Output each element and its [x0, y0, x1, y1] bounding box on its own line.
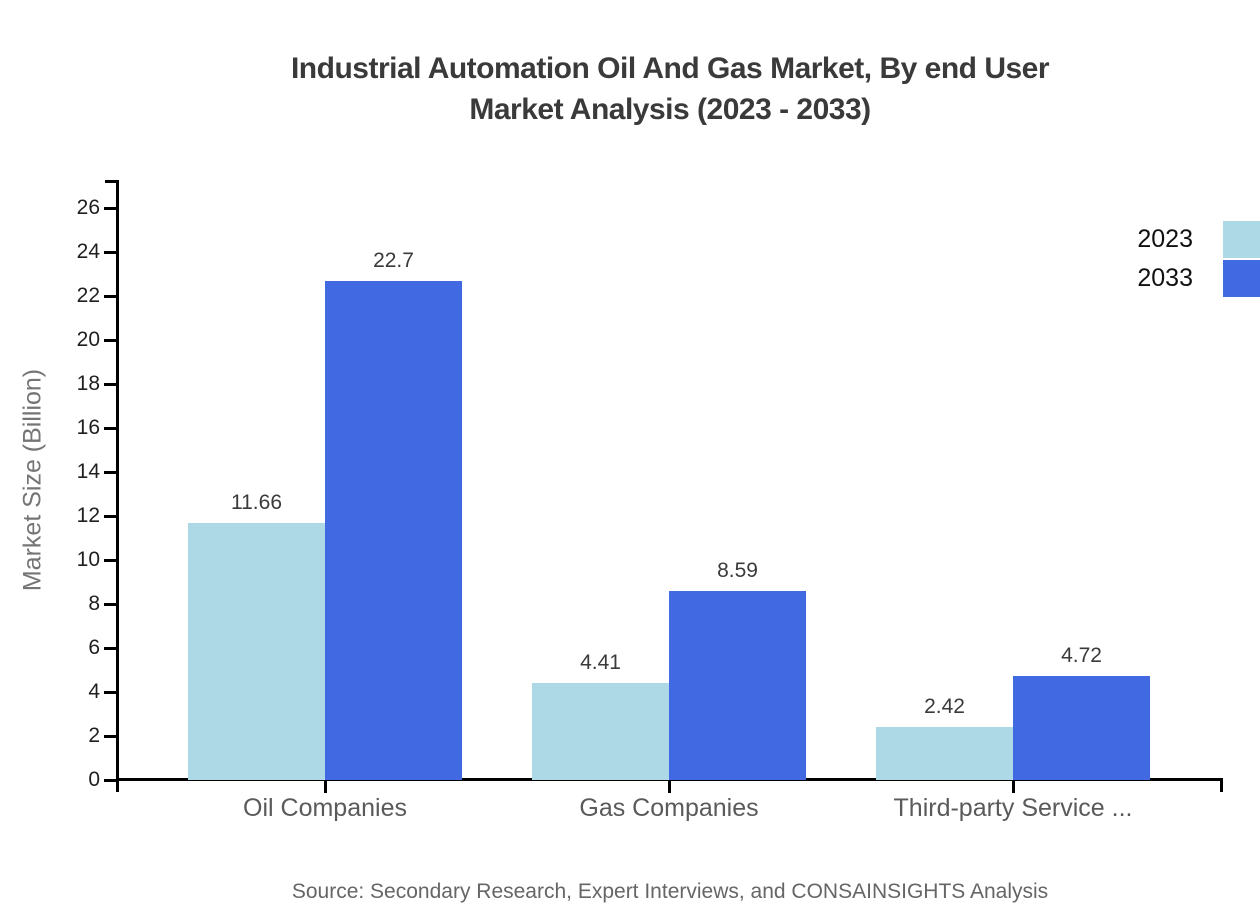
bar-2023-2	[876, 726, 1013, 780]
y-tick	[104, 427, 116, 430]
y-tick-label: 2	[88, 724, 100, 747]
y-tick	[104, 251, 116, 254]
x-axis-left-cap	[116, 778, 119, 792]
source-text: Source: Secondary Research, Expert Inter…	[291, 880, 1049, 903]
y-tick	[104, 691, 116, 694]
bar-2023-1	[532, 682, 669, 780]
y-tick	[104, 339, 116, 342]
chart-title-line1: Industrial Automation Oil And Gas Market…	[290, 52, 1050, 85]
y-tick	[104, 207, 116, 210]
x-category-label: Gas Companies	[579, 794, 759, 822]
chart-title-line2: Market Analysis (2023 - 2033)	[469, 93, 871, 126]
y-tick-label: 26	[76, 196, 100, 219]
y-tick	[104, 779, 116, 782]
bar-2023-0	[188, 523, 325, 780]
y-tick	[104, 559, 116, 562]
legend-swatch-2033	[1223, 260, 1260, 297]
x-category-label: Third-party Service ...	[893, 794, 1133, 822]
bar-2033-2	[1013, 676, 1150, 780]
y-tick	[104, 603, 116, 606]
y-tick	[104, 515, 116, 518]
x-tick	[668, 781, 671, 793]
y-tick-label: 12	[76, 504, 100, 527]
y-tick-label: 8	[88, 592, 100, 615]
bar-value-label: 2.42	[924, 694, 965, 718]
y-axis-line	[116, 180, 119, 781]
x-axis-right-cap	[1220, 778, 1223, 792]
y-tick-label: 10	[76, 548, 100, 571]
bar-value-label: 11.66	[231, 491, 282, 515]
y-tick	[104, 647, 116, 650]
bar-2033-0	[325, 280, 462, 780]
x-category-label: Oil Companies	[243, 794, 407, 822]
bar-2033-1	[669, 591, 806, 780]
y-tick-label: 24	[76, 240, 100, 263]
legend-label: 2023	[1137, 225, 1193, 253]
bar-value-label: 4.41	[580, 650, 621, 674]
y-tick-label: 16	[76, 416, 100, 439]
x-tick	[1012, 781, 1015, 793]
y-tick-label: 4	[88, 680, 100, 703]
legend-label: 2033	[1137, 264, 1193, 292]
y-tick	[104, 383, 116, 386]
x-tick	[324, 781, 327, 793]
y-axis-top-cap	[105, 180, 119, 183]
y-tick	[104, 295, 116, 298]
y-tick	[104, 735, 116, 738]
legend-swatch-2023	[1223, 221, 1260, 258]
y-tick-label: 6	[88, 636, 100, 659]
bar-value-label: 4.72	[1061, 644, 1102, 668]
y-tick-label: 22	[76, 284, 100, 307]
y-tick-label: 20	[76, 328, 100, 351]
y-tick-label: 0	[88, 768, 100, 791]
y-tick	[104, 471, 116, 474]
chart-title: Industrial Automation Oil And Gas Market…	[80, 48, 1260, 130]
bar-value-label: 8.59	[717, 559, 758, 583]
y-tick-label: 18	[76, 372, 100, 395]
bar-value-label: 22.7	[373, 248, 414, 272]
y-tick-label: 14	[76, 460, 100, 483]
